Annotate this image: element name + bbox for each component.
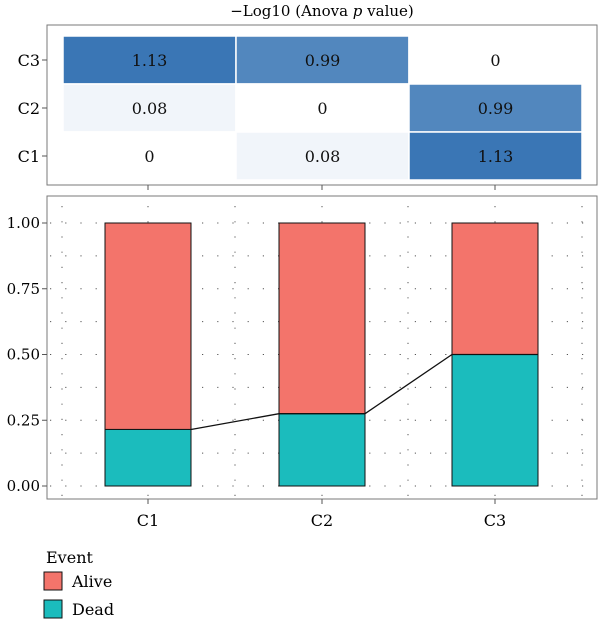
heatmap-row-labels: C3 C2 C1 <box>18 51 496 190</box>
legend: Event Alive Dead <box>43 548 114 619</box>
y-axis-tick-label: 1.00 <box>7 214 40 232</box>
bar-x-axis: C1 C2 C3 <box>137 499 506 530</box>
legend-items: Alive Dead <box>43 571 114 619</box>
legend-swatch-dead <box>43 599 63 619</box>
x-axis-tick-label: C2 <box>311 511 333 530</box>
heatmap-panel: −Log10 (Anova p value) 1.13 0.99 0 0.08 0 0.9… <box>18 2 598 190</box>
heatmap-row-label: C3 <box>18 51 40 70</box>
y-axis-tick-label: 0.00 <box>7 477 40 495</box>
heatmap-cell-value: 1.13 <box>132 51 168 70</box>
heatmap-cells: 1.13 0.99 0 0.08 0 0.99 0 0.08 1.13 <box>62 35 583 181</box>
heatmap-cell-value: 0 <box>144 147 154 166</box>
heatmap-cell-value: 0.99 <box>305 51 341 70</box>
heatmap-cell-value: 0.08 <box>132 99 168 118</box>
heatmap-cell <box>408 35 583 85</box>
heatmap-cell <box>235 131 410 181</box>
bar-panel: 0.00 0.25 0.50 0.75 1.00 C1 C2 C3 <box>7 195 598 530</box>
y-axis-tick-label: 0.75 <box>7 280 40 298</box>
legend-swatch-alive <box>43 571 63 591</box>
heatmap-cell <box>62 35 237 85</box>
heatmap-cell-value: 0.99 <box>478 99 514 118</box>
legend-title: Event <box>46 548 93 567</box>
heatmap-title: −Log10 (Anova p value) <box>230 2 414 20</box>
bar-dead-c2 <box>278 413 366 487</box>
heatmap-cell-value: 1.13 <box>478 147 514 166</box>
heatmap-title-suffix: value) <box>362 2 413 20</box>
bar-dead-c1 <box>104 428 192 487</box>
heatmap-cell-value: 0.08 <box>305 147 341 166</box>
bar-y-axis: 0.00 0.25 0.50 0.75 1.00 <box>7 214 47 495</box>
heatmap-cell <box>408 83 583 133</box>
heatmap-cell <box>235 35 410 85</box>
y-axis-tick-label: 0.50 <box>7 346 40 364</box>
heatmap-cell-value: 0 <box>490 51 500 70</box>
bar-alive-c3 <box>451 222 539 355</box>
bar-marks <box>104 222 539 487</box>
heatmap-cell <box>408 131 583 181</box>
bar-alive-c1 <box>104 222 192 430</box>
dead-proportion-connector-line <box>190 353 538 431</box>
heatmap-title-prefix: −Log10 (Anova <box>230 2 353 20</box>
legend-label-dead: Dead <box>72 600 114 619</box>
x-axis-tick-label: C3 <box>484 511 506 530</box>
y-axis-tick-label: 0.25 <box>7 411 40 429</box>
x-axis-tick-label: C1 <box>137 511 159 530</box>
legend-label-alive: Alive <box>71 572 112 591</box>
heatmap-cell-value: 0 <box>317 99 327 118</box>
bar-dead-c3 <box>451 354 539 487</box>
heatmap-row-label: C1 <box>18 147 40 166</box>
heatmap-title-italic: p <box>353 2 363 20</box>
heatmap-cell <box>62 131 237 181</box>
heatmap-row-label: C2 <box>18 99 40 118</box>
bar-alive-c2 <box>278 222 366 415</box>
